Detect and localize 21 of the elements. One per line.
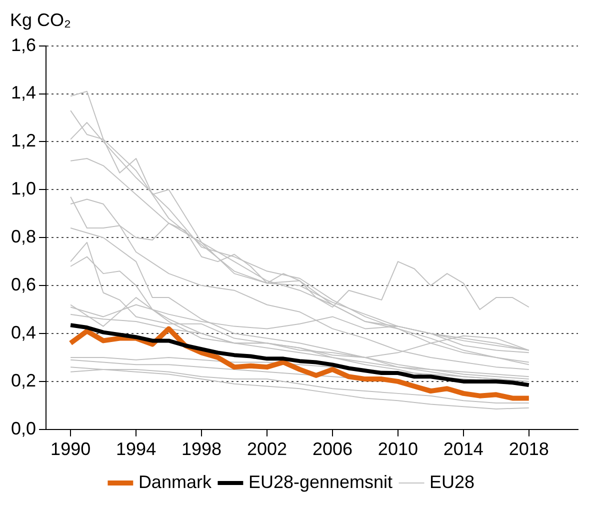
x-tick-label: 2014 <box>443 439 484 460</box>
x-tick-label: 2002 <box>246 439 288 460</box>
x-tick-label: 1990 <box>50 439 91 460</box>
y-tick-label: 1,6 <box>10 34 36 55</box>
x-tick-label: 2018 <box>508 439 549 460</box>
legend-label: EU28-gennemsnit <box>248 472 393 492</box>
x-tick-label: 2006 <box>312 439 352 460</box>
legend-label: EU28 <box>430 472 475 492</box>
x-tick-label: 1998 <box>182 439 222 460</box>
x-tick-label: 1994 <box>116 439 156 460</box>
y-tick-label: 1,2 <box>10 130 36 151</box>
y-tick-label: 0,2 <box>10 370 36 390</box>
y-axis-title: Kg CO₂ <box>9 9 72 32</box>
y-tick-label: 0,0 <box>10 418 36 438</box>
y-tick-label: 1,0 <box>10 178 36 199</box>
y-tick-label: 1,4 <box>10 82 36 103</box>
y-tick-label: 0,6 <box>10 274 36 295</box>
x-tick-label: 2010 <box>378 439 418 460</box>
y-tick-label: 0,8 <box>10 226 36 247</box>
y-tick-label: 0,4 <box>10 322 36 342</box>
legend-label: Danmark <box>138 472 212 492</box>
